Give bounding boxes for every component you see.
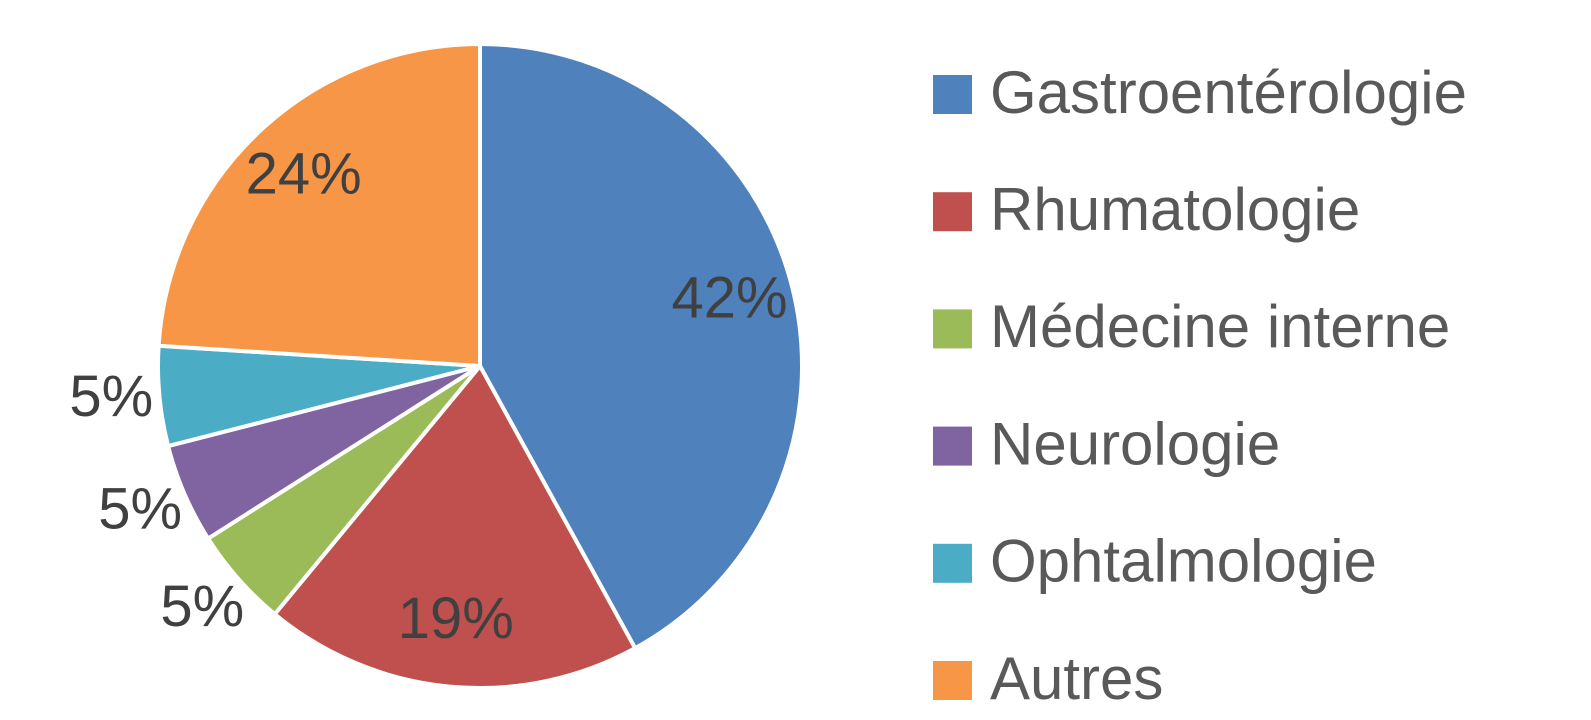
legend-swatch: [933, 75, 972, 114]
legend-label: Gastroentérologie: [990, 59, 1467, 126]
legend-label: Neurologie: [990, 410, 1280, 477]
pie-slice: [478, 41, 804, 651]
legend-label: Ophtalmologie: [990, 528, 1377, 595]
legend-swatch: [933, 426, 972, 466]
pie-slice: [271, 362, 638, 690]
data-label: 24%: [246, 142, 362, 207]
legend-swatch: [933, 192, 972, 232]
data-label: 42%: [671, 265, 787, 330]
legend-swatch: [933, 309, 972, 349]
legend-label: Autres: [990, 645, 1163, 712]
data-label: 5%: [98, 476, 182, 541]
legend-swatch: [933, 661, 972, 700]
data-label: 5%: [69, 364, 153, 429]
legend-label: Médecine interne: [990, 293, 1450, 360]
data-label: 5%: [160, 574, 244, 639]
pie-slice: [156, 41, 482, 369]
legend-swatch: [933, 543, 972, 583]
legend-label: Rhumatologie: [990, 176, 1360, 243]
data-label: 19%: [398, 586, 514, 651]
